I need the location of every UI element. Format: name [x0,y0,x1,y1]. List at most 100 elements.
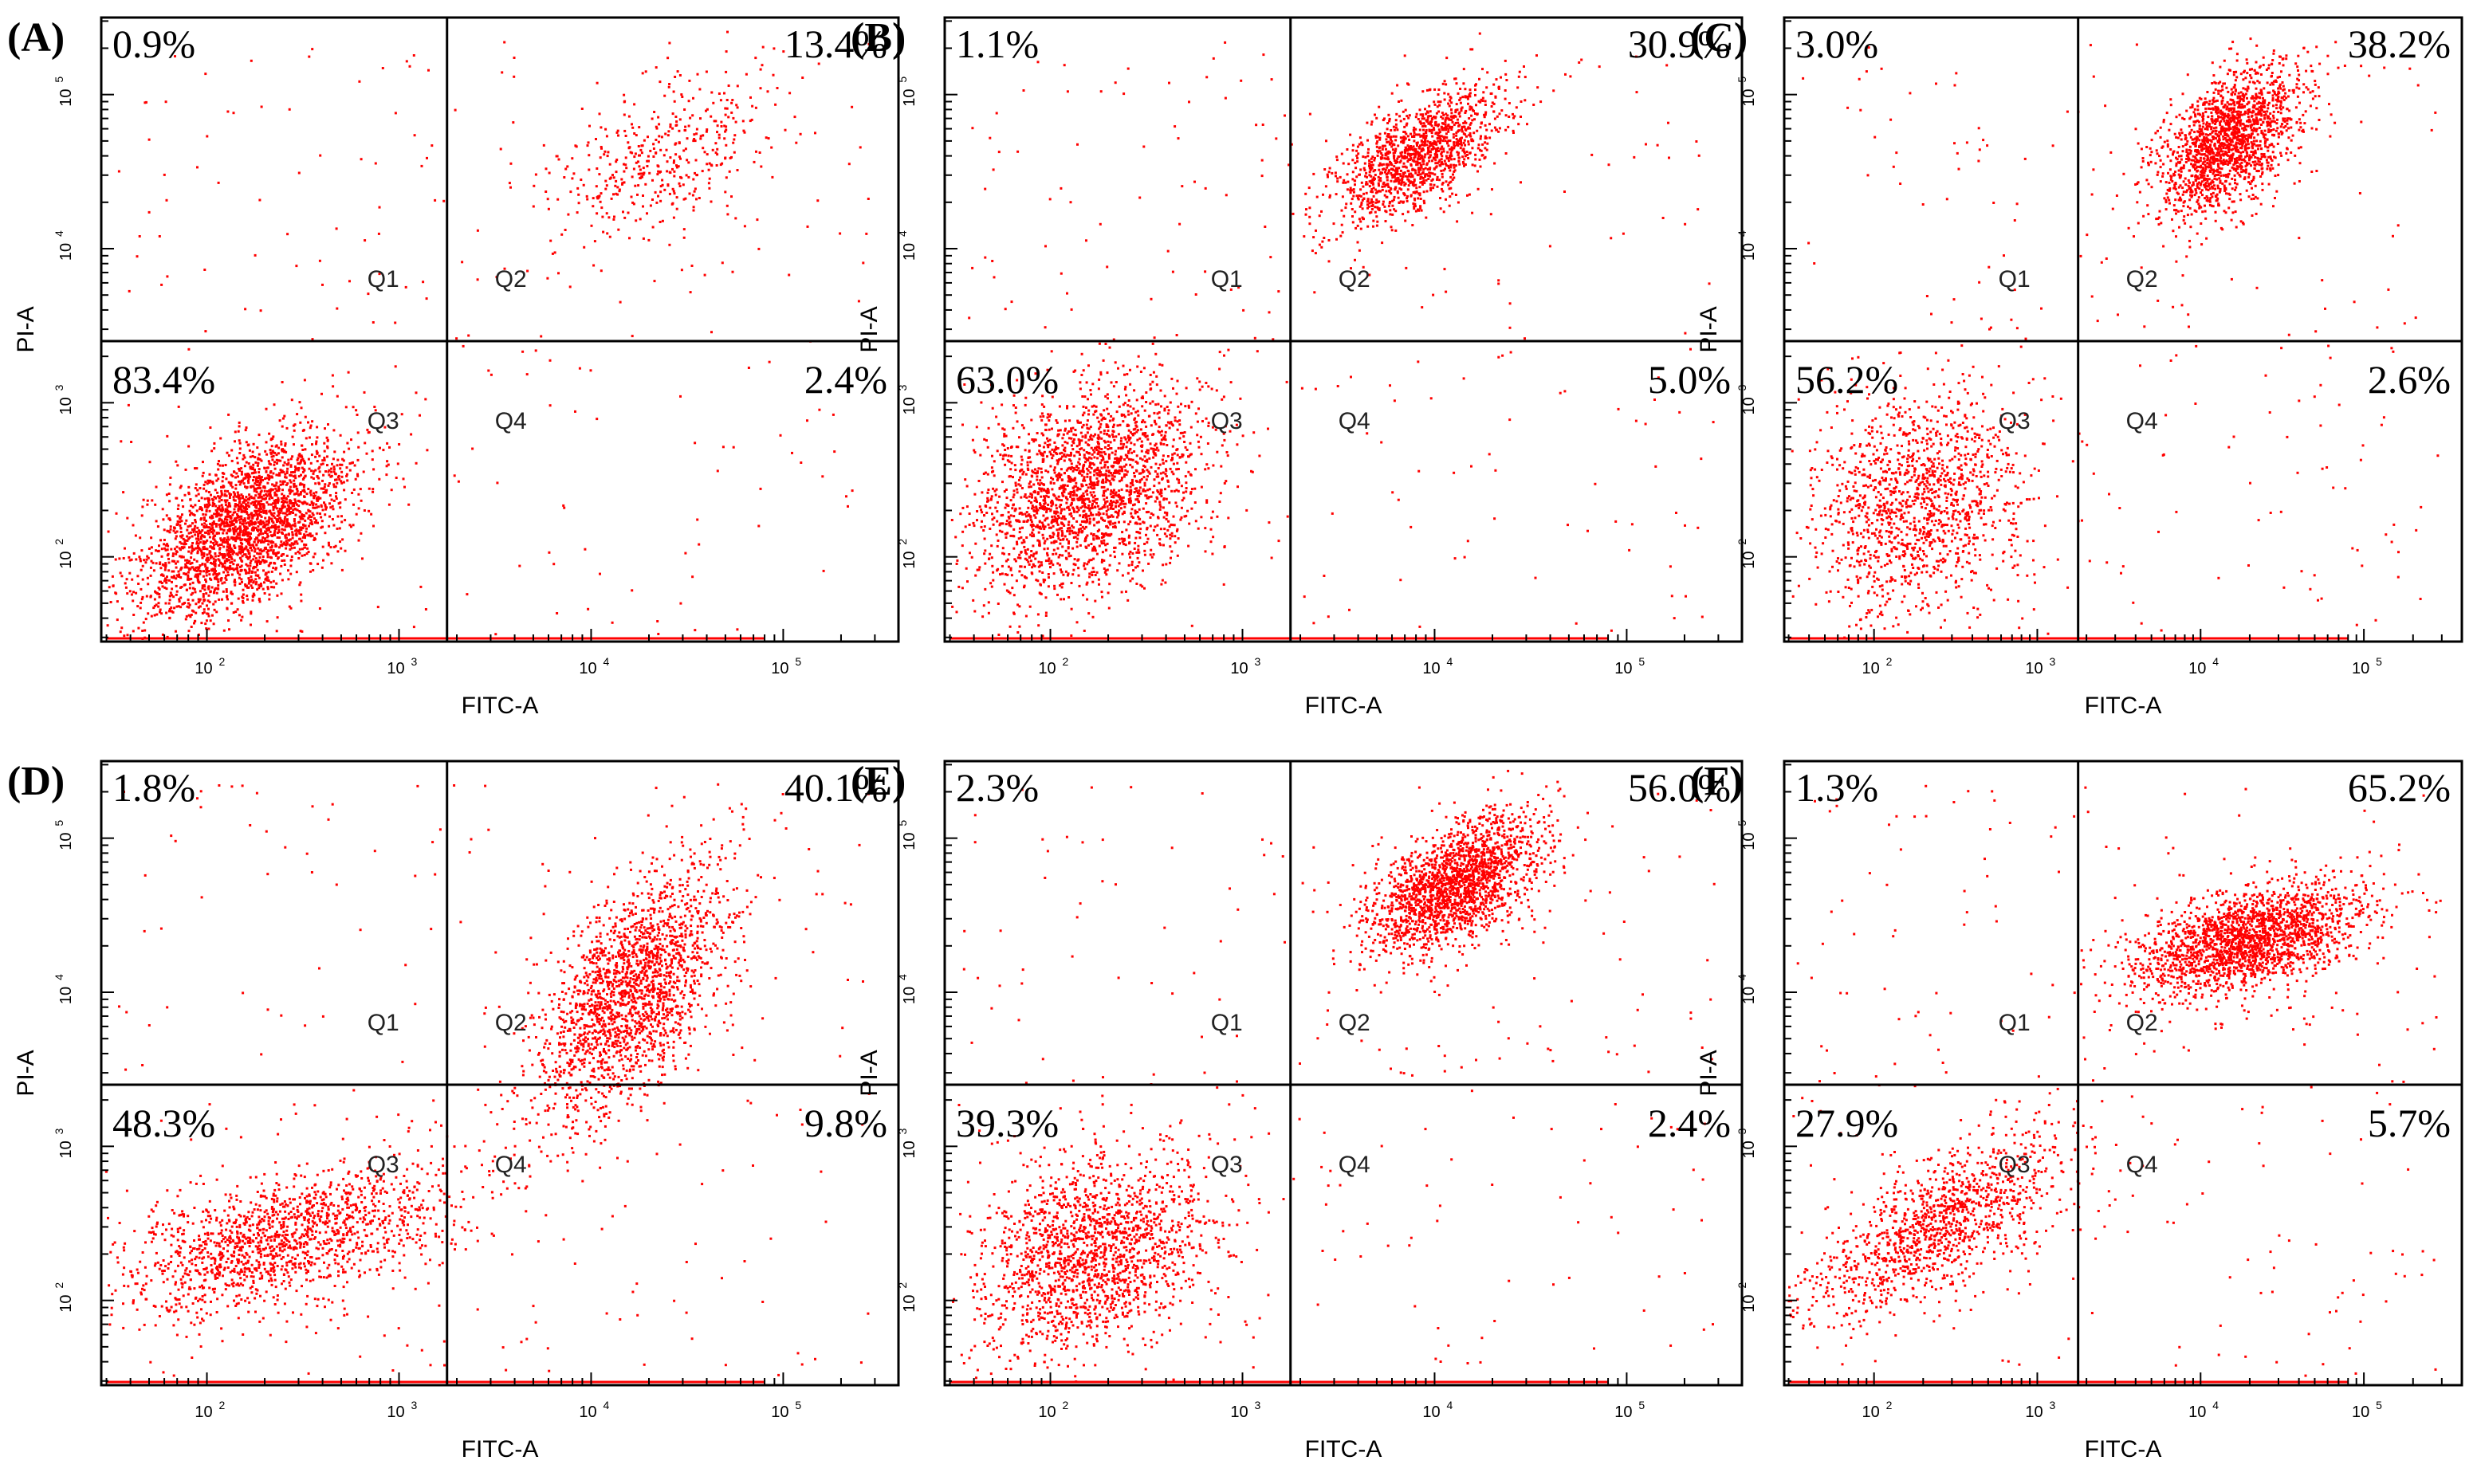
scatter-point [1184,405,1186,407]
scatter-point [267,553,269,556]
scatter-point [339,540,341,543]
scatter-point [241,511,243,513]
scatter-point [344,550,347,552]
scatter-point [674,153,677,155]
scatter-point [989,507,991,509]
scatter-point [1134,498,1137,501]
scatter-point [1087,486,1090,489]
scatter-point [264,532,266,534]
scatter-point [341,538,344,540]
scatter-point [281,456,284,458]
scatter-point [726,99,729,101]
scatter-point [310,476,313,478]
scatter-point [310,425,313,427]
scatter-point [299,401,301,403]
scatter-point [305,437,308,439]
scatter-point [594,240,596,242]
scatter-point [1122,420,1124,422]
scatter-point [1048,496,1050,498]
scatter-point [179,541,181,544]
scatter-point [180,528,183,530]
scatter-point [228,493,230,495]
scatter-point [132,591,135,593]
scatter-point [427,69,430,72]
scatter-point [578,202,580,204]
scatter-point [212,532,214,535]
scatter-point [356,513,358,516]
scatter-point [1039,479,1041,481]
scatter-point [652,143,655,145]
scatter-point [261,496,263,498]
scatter-point [240,528,242,531]
scatter-point [226,452,229,454]
scatter-point [1150,424,1153,426]
scatter-point [1081,426,1083,429]
scatter-point [646,165,648,167]
scatter-point [1125,528,1127,531]
scatter-point [304,547,306,549]
scatter-point [1201,453,1203,455]
scatter-point [259,532,261,535]
scatter-point [1164,512,1166,514]
scatter-point [721,125,723,128]
scatter-point [993,524,995,526]
scatter-point [363,471,365,473]
scatter-point [233,512,235,514]
scatter-point [368,510,370,512]
scatter-point [600,147,603,150]
scatter-point [293,543,296,545]
scatter-point [287,495,289,497]
scatter-point [155,591,157,594]
scatter-point [282,418,285,420]
scatter-point [218,460,220,462]
scatter-point [298,532,301,535]
scatter-point [272,489,274,491]
scatter-point [265,441,268,443]
scatter-point [178,406,180,408]
scatter-point [1162,563,1164,566]
scatter-point [237,571,239,573]
scatter-point [315,441,317,443]
scatter-point [674,143,676,146]
scatter-point [313,497,315,499]
scatter-point [214,505,217,508]
scatter-point [1074,370,1076,372]
scatter-point [192,587,195,590]
y-axis-title: PI-A [13,306,39,352]
scatter-point [984,525,986,528]
scatter-point [292,533,294,536]
scatter-point [147,583,149,585]
scatter-point [655,126,658,128]
scatter-point [1126,457,1128,459]
scatter-point [1119,473,1121,475]
scatter-point [635,152,637,155]
scatter-point [297,494,300,497]
scatter-point [321,480,324,482]
scatter-point [1073,454,1075,457]
scatter-point [256,510,258,512]
scatter-point [241,471,243,473]
scatter-point [1120,443,1123,446]
scatter-point [1058,496,1060,498]
scatter-point [1024,496,1026,498]
scatter-point [304,379,306,381]
scatter-point [634,185,636,187]
scatter-point [175,553,177,556]
scatter-point [372,450,374,452]
scatter-point [257,517,259,520]
scatter-point [307,488,309,490]
scatter-point [190,556,192,559]
scatter-point [466,593,468,595]
scatter-point [1052,501,1054,503]
scatter-point [675,164,678,167]
scatter-point [302,524,305,526]
scatter-point [638,126,640,128]
scatter-point [760,166,762,168]
scatter-point [273,534,276,536]
scatter-point [210,494,212,497]
scatter-point [1207,442,1209,445]
scatter-point [1076,538,1079,540]
scatter-point [1037,467,1040,469]
scatter-point [1185,461,1187,464]
scatter-point [1004,429,1006,431]
